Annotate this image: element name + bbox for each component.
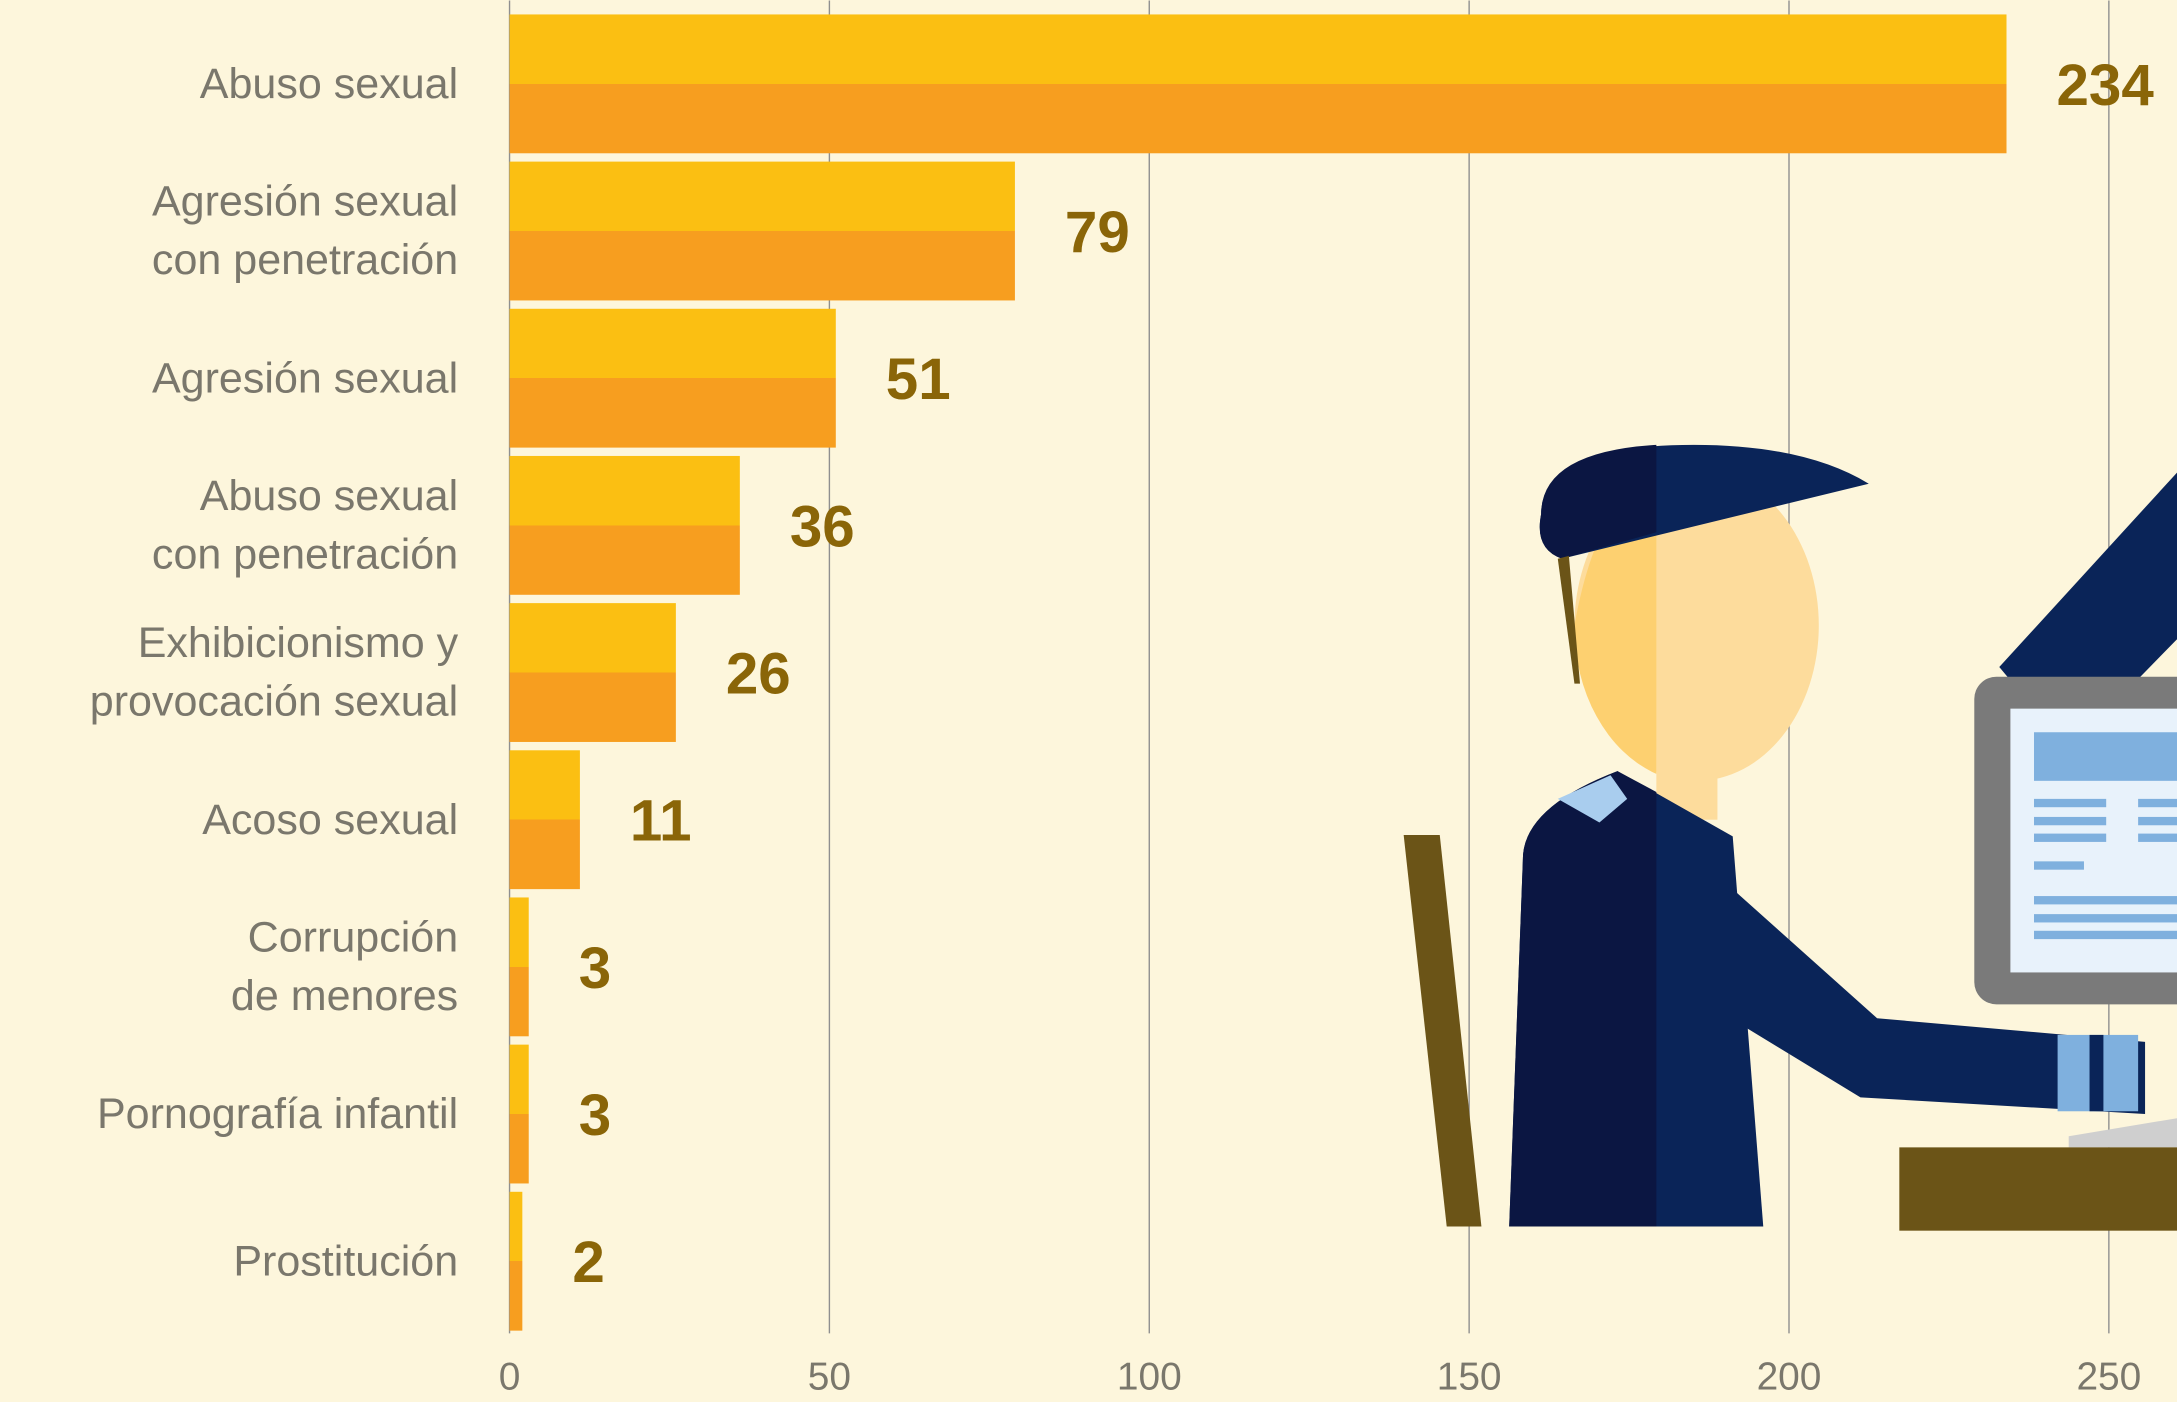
value-label: 2 — [572, 1230, 604, 1295]
category-label: Agresión sexual — [152, 354, 458, 402]
x-tick-label: 0 — [499, 1355, 521, 1398]
chart: 0 50 100 150 200 250 Abuso sexual 234 Agresión s… — [0, 0, 2177, 1402]
value-label: 3 — [579, 1083, 611, 1148]
bar — [510, 162, 1015, 301]
bar — [510, 14, 2007, 153]
category-label: Acoso sexual — [202, 796, 458, 844]
x-tick-label: 200 — [1757, 1355, 1822, 1398]
value-label: 51 — [886, 347, 951, 412]
x-tick-label: 150 — [1437, 1355, 1502, 1398]
value-label: 11 — [630, 789, 692, 854]
value-label: 79 — [1065, 200, 1130, 265]
value-label: 26 — [726, 641, 791, 706]
bar — [510, 1192, 523, 1331]
bar — [510, 1045, 529, 1184]
category-label: Abuso sexual — [200, 60, 458, 108]
value-label: 234 — [2056, 53, 2154, 118]
x-tick-label: 100 — [1117, 1355, 1182, 1398]
x-tick-label: 250 — [2076, 1355, 2141, 1398]
bar — [510, 897, 529, 1036]
value-label: 36 — [790, 494, 855, 559]
x-tick-label: 50 — [808, 1355, 851, 1398]
value-label: 3 — [579, 936, 611, 1001]
category-label: Pornografía infantil — [97, 1090, 458, 1138]
category-label: Prostitución — [233, 1237, 458, 1285]
bar — [510, 750, 580, 889]
bar — [510, 309, 836, 448]
bar — [510, 603, 676, 742]
bar — [510, 456, 740, 595]
